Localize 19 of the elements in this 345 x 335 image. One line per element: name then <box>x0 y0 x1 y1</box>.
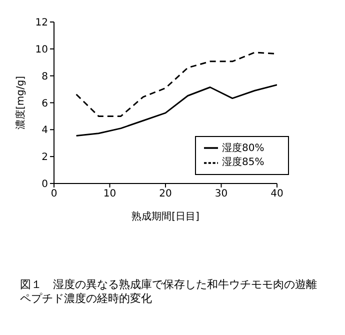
y-tick-label: 8 <box>42 71 48 82</box>
x-tick-label: 10 <box>103 188 116 200</box>
x-tick-label: 0 <box>50 188 58 200</box>
legend-label: 湿度85% <box>222 157 264 168</box>
x-tick-label: 30 <box>214 188 228 200</box>
y-tick-label: 10 <box>35 44 48 56</box>
line-series <box>76 84 277 136</box>
x-tick-label: 40 <box>270 188 284 200</box>
y-tick-label: 0 <box>42 179 48 190</box>
y-tick-label: 12 <box>35 18 48 29</box>
line-series <box>76 52 277 117</box>
y-tick-label: 6 <box>42 98 48 110</box>
y-tick-label: 2 <box>42 152 48 164</box>
y-axis-title: 濃度[mg/g] <box>14 76 27 130</box>
x-axis-title: 熟成期間[日目] <box>132 210 200 222</box>
legend-label: 湿度80% <box>222 143 264 154</box>
x-tick-label: 20 <box>159 188 172 200</box>
y-tick-label: 4 <box>42 125 48 136</box>
caption: 図１ 湿度の異なる熟成庫で保存した和牛ウチモモ肉の遊離ペプチド濃度の経時的変化 <box>20 278 318 306</box>
